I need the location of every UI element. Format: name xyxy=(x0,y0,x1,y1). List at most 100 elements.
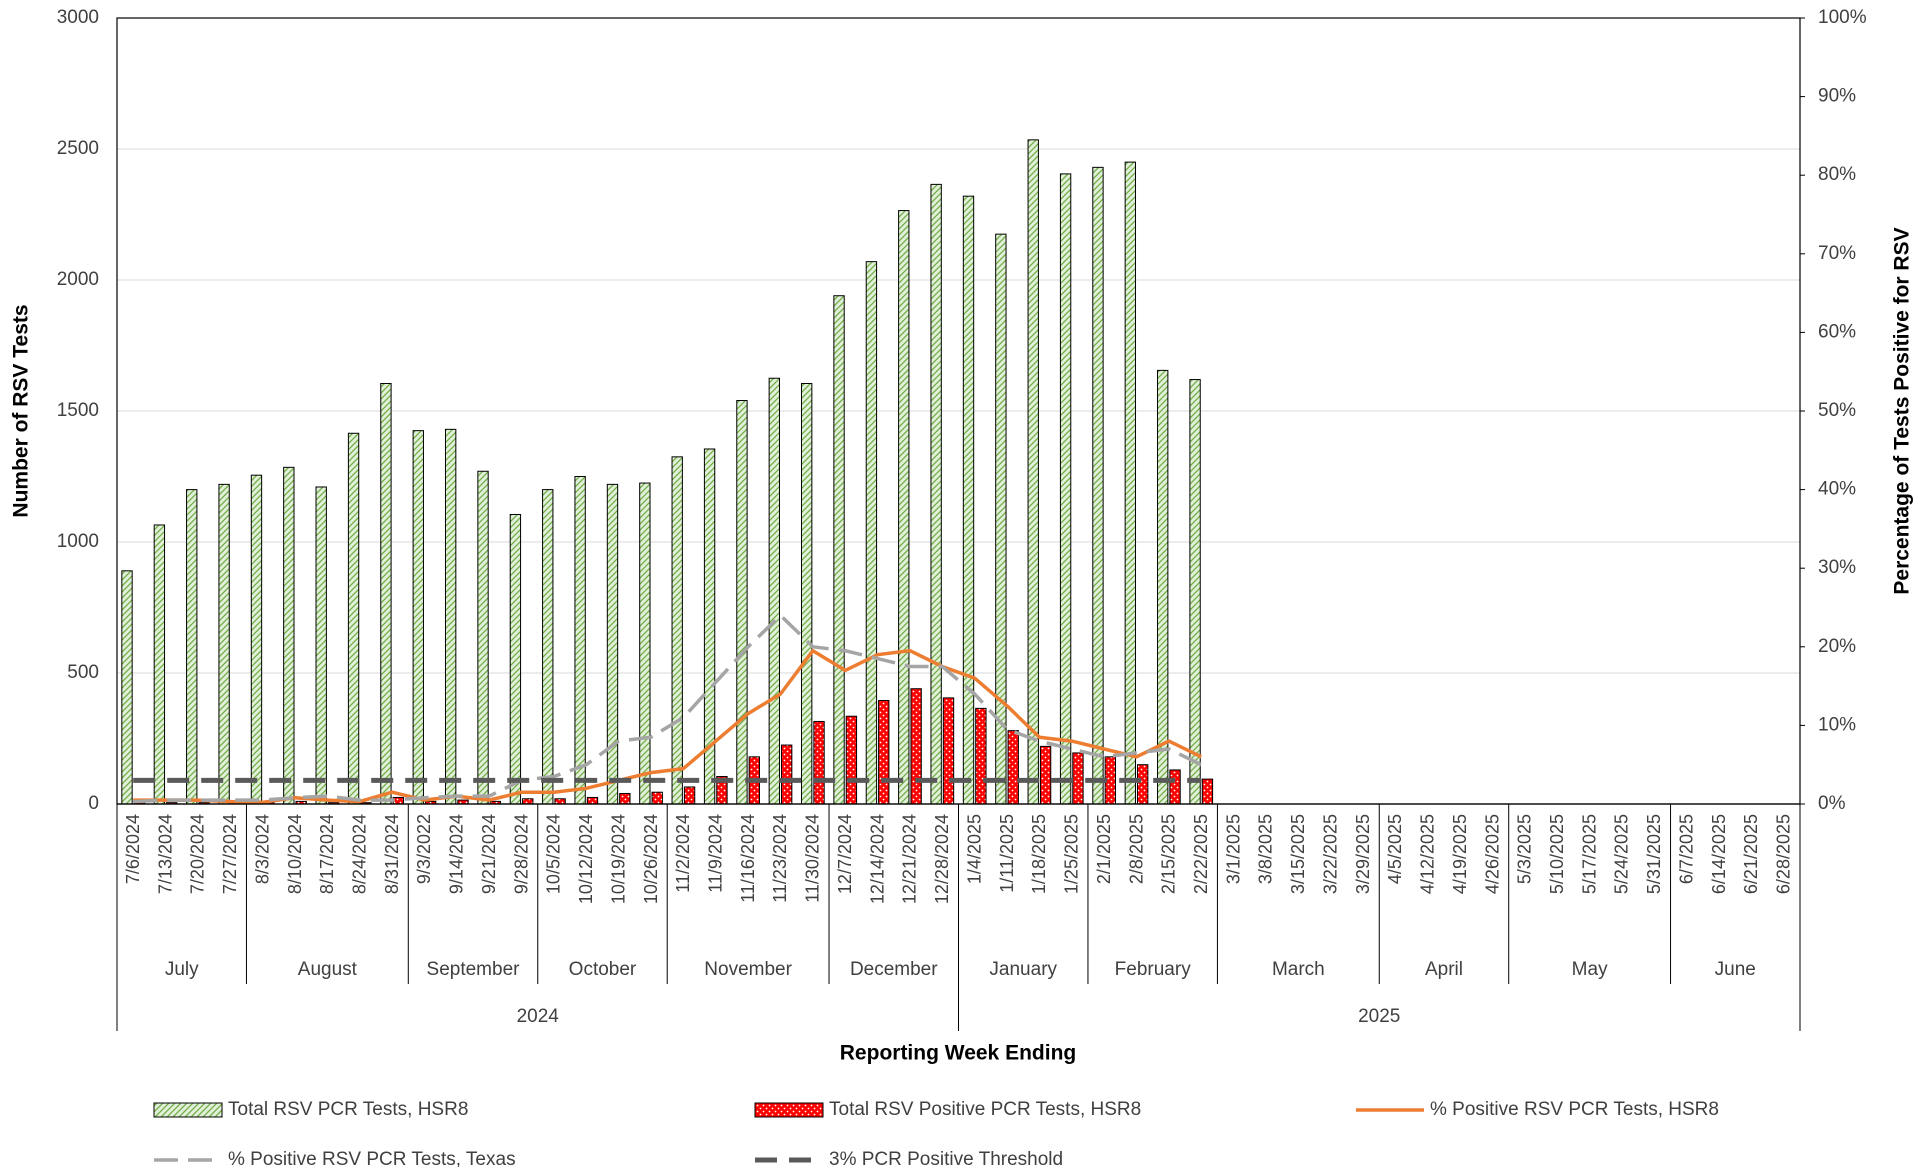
y2-tick-label: 0% xyxy=(1818,793,1846,814)
x-tick-label: 2/8/2025 xyxy=(1126,814,1146,884)
legend-swatch xyxy=(754,1102,824,1118)
year-label: 2025 xyxy=(1358,1006,1400,1027)
legend-swatch xyxy=(153,1102,223,1118)
x-tick-label: 4/5/2025 xyxy=(1385,814,1405,884)
bar xyxy=(639,482,651,805)
month-label: November xyxy=(704,959,792,980)
x-tick-label: 11/2/2024 xyxy=(673,814,693,893)
bar xyxy=(315,486,327,805)
x-tick-label: 2/15/2025 xyxy=(1159,814,1179,894)
x-tick-label: 1/4/2025 xyxy=(964,814,984,884)
bar xyxy=(865,261,878,805)
x-tick-label: 11/9/2024 xyxy=(706,814,726,893)
bar xyxy=(683,786,696,805)
bar xyxy=(962,195,975,805)
bar xyxy=(522,798,534,805)
y2-axis-title: Percentage of Tests Positive for RSV xyxy=(1891,227,1914,594)
x-tick-label: 11/16/2024 xyxy=(738,814,758,903)
x-tick-label: 7/13/2024 xyxy=(155,814,175,894)
x-tick-label: 12/14/2024 xyxy=(867,814,887,904)
x-tick-label: 10/26/2024 xyxy=(641,814,661,904)
month-label: August xyxy=(298,959,358,980)
y2-tick-label: 30% xyxy=(1818,557,1856,578)
x-tick-label: 9/3/2022 xyxy=(414,814,434,884)
month-label: January xyxy=(989,959,1057,980)
x-tick-label: 2/22/2025 xyxy=(1191,814,1211,894)
y2-tick-label: 90% xyxy=(1818,86,1856,107)
y-tick-label: 1500 xyxy=(57,400,99,421)
y-tick-label: 2500 xyxy=(57,138,99,159)
y2-tick-label: 10% xyxy=(1818,714,1856,735)
x-tick-label: 4/26/2025 xyxy=(1482,814,1502,894)
x-tick-label: 10/12/2024 xyxy=(576,814,596,904)
bar xyxy=(153,524,166,805)
legend-label: Total RSV PCR Tests, HSR8 xyxy=(228,1099,468,1120)
bar xyxy=(542,489,554,805)
x-tick-label: 10/19/2024 xyxy=(608,814,628,904)
year-label: 2024 xyxy=(517,1006,560,1027)
y-tick-label: 0 xyxy=(88,793,99,814)
month-label: September xyxy=(427,959,521,980)
x-tick-label: 3/1/2025 xyxy=(1223,814,1243,884)
bar xyxy=(1137,764,1149,805)
x-tick-label: 9/21/2024 xyxy=(479,814,499,894)
month-label: May xyxy=(1572,959,1608,980)
x-tick-label: 10/5/2024 xyxy=(544,814,564,894)
bar xyxy=(1169,769,1181,805)
bar xyxy=(1124,161,1137,805)
x-tick-label: 9/28/2024 xyxy=(511,814,531,894)
month-label: March xyxy=(1272,959,1325,980)
x-tick-label: 1/18/2025 xyxy=(1029,814,1049,894)
line xyxy=(133,613,1202,804)
x-tick-label: 12/21/2024 xyxy=(900,814,920,904)
x-tick-label: 5/10/2025 xyxy=(1547,814,1567,894)
x-tick-label: 2/1/2025 xyxy=(1094,814,1114,884)
x-axis-title: Reporting Week Ending xyxy=(840,1042,1076,1065)
x-tick-label: 8/17/2024 xyxy=(317,814,337,894)
x-tick-label: 12/7/2024 xyxy=(835,814,855,894)
bar xyxy=(898,210,910,805)
bar xyxy=(780,744,793,805)
bar xyxy=(671,456,683,805)
x-tick-label: 5/17/2025 xyxy=(1579,814,1599,894)
bar xyxy=(1039,745,1052,805)
x-tick-label: 3/15/2025 xyxy=(1288,814,1308,894)
month-label: February xyxy=(1115,959,1192,980)
x-tick-label: 7/20/2024 xyxy=(188,814,208,894)
bar xyxy=(218,483,230,805)
month-label: October xyxy=(569,959,637,980)
bar xyxy=(1201,778,1214,805)
legend-label: 3% PCR Positive Threshold xyxy=(829,1149,1063,1167)
bar xyxy=(121,570,133,805)
x-tick-label: 7/6/2024 xyxy=(123,814,143,884)
x-tick-label: 8/31/2024 xyxy=(382,814,402,894)
x-tick-label: 1/11/2025 xyxy=(997,814,1017,893)
bar xyxy=(845,715,858,805)
y-tick-label: 500 xyxy=(67,662,99,683)
x-tick-label: 5/3/2025 xyxy=(1515,814,1535,884)
bar xyxy=(412,430,424,805)
x-tick-label: 3/8/2025 xyxy=(1256,814,1276,884)
legend-label: % Positive RSV PCR Tests, Texas xyxy=(228,1149,516,1167)
y2-tick-label: 60% xyxy=(1818,321,1856,342)
bar xyxy=(444,428,457,805)
bar xyxy=(347,432,360,805)
x-tick-label: 9/14/2024 xyxy=(447,814,467,894)
bar xyxy=(1027,139,1039,805)
bar xyxy=(250,474,263,805)
bar xyxy=(910,688,922,805)
month-label: July xyxy=(165,959,199,980)
x-tick-label: 11/23/2024 xyxy=(770,814,790,903)
x-tick-label: 4/19/2025 xyxy=(1450,814,1470,894)
bar xyxy=(1157,369,1169,805)
x-tick-label: 5/24/2025 xyxy=(1612,814,1632,894)
bar xyxy=(1059,173,1072,805)
bar xyxy=(1007,730,1019,805)
bar xyxy=(554,798,566,805)
legend-label: % Positive RSV PCR Tests, HSR8 xyxy=(1430,1099,1719,1120)
legend-label: Total RSV Positive PCR Tests, HSR8 xyxy=(829,1099,1141,1120)
bar xyxy=(1189,379,1201,805)
x-tick-label: 6/21/2025 xyxy=(1741,814,1761,894)
x-tick-label: 3/29/2025 xyxy=(1353,814,1373,894)
